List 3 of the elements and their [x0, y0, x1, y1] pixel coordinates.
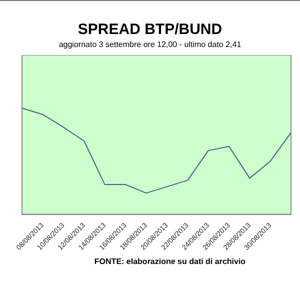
chart-subtitle: aggiornato 3 settembre ore 12,00 - ultimo dato 2,41 — [58, 40, 242, 49]
source-note: FONTE: elaborazione su dati di archivio — [93, 257, 247, 266]
chart-title: SPREAD BTP/BUND — [76, 21, 224, 38]
